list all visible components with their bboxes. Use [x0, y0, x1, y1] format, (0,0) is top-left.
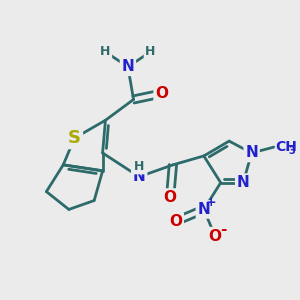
Text: H: H — [134, 160, 144, 173]
Text: N: N — [237, 175, 250, 190]
Text: N: N — [133, 169, 146, 184]
Text: -: - — [220, 222, 227, 237]
Text: H: H — [145, 45, 156, 58]
Text: H: H — [100, 45, 111, 58]
Text: N: N — [122, 59, 134, 74]
Text: O: O — [155, 86, 168, 101]
Text: N: N — [245, 146, 258, 160]
Text: 3: 3 — [289, 146, 296, 156]
Text: O: O — [164, 190, 177, 205]
Text: O: O — [208, 229, 222, 244]
Text: +: + — [206, 196, 216, 208]
Text: O: O — [169, 214, 182, 229]
Text: N: N — [197, 202, 210, 217]
Text: CH: CH — [275, 140, 297, 154]
Text: S: S — [68, 129, 81, 147]
